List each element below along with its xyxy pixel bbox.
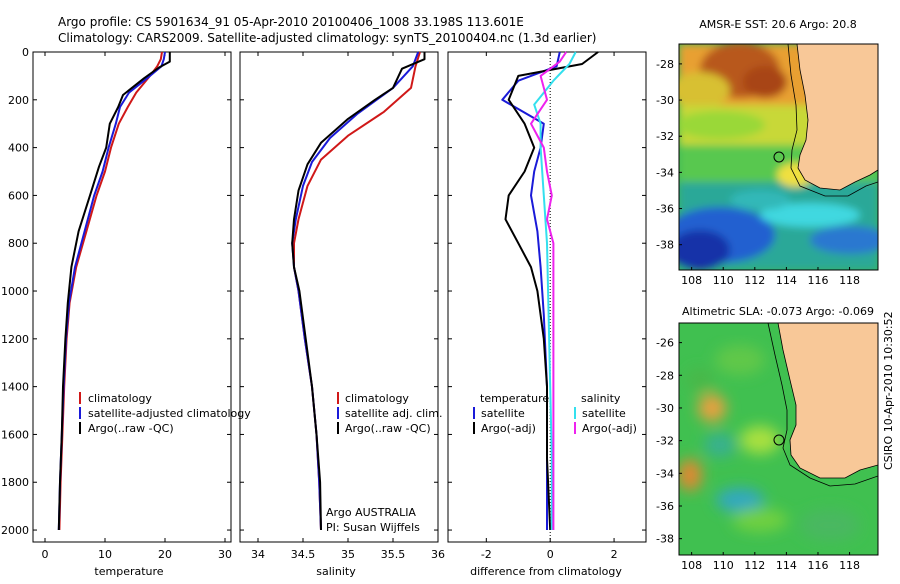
- temperature-xtick-label: 10: [98, 548, 112, 561]
- difference-xtick-label: -2: [481, 548, 492, 561]
- sla-map-latitude-label: -36: [656, 500, 674, 513]
- legend-label-climatology: climatology: [88, 392, 152, 405]
- sst-map-latitude-label: -38: [656, 239, 674, 252]
- salinity-series-argo-raw-qc: [291, 52, 426, 531]
- salinity-xlabel: salinity: [316, 565, 356, 578]
- temperature-legend: climatology satellite-adjusted climatolo…: [79, 392, 251, 435]
- sst-map-title: AMSR-E SST: 20.6 Argo: 20.8: [699, 18, 857, 31]
- depth-tick-label: 400: [8, 142, 29, 155]
- depth-tick-label: 1400: [1, 381, 29, 394]
- figure-title-line1: Argo profile: CS 5901634_91 05-Apr-2010 …: [58, 15, 524, 29]
- annotation-argo-australia: Argo AUSTRALIA: [326, 506, 416, 519]
- sst-map-longitude-label: 114: [776, 274, 797, 287]
- legend-label-temp-satellite: satellite: [481, 407, 525, 420]
- sst-map-latitude-label: -28: [656, 58, 674, 71]
- sla-map-longitude-label: 112: [744, 559, 765, 572]
- depth-tick-label: 800: [8, 237, 29, 250]
- legend-heading-temperature: temperature: [480, 392, 549, 405]
- depth-tick-label: 1000: [1, 285, 29, 298]
- sla-argo-marker: [773, 434, 785, 446]
- sst-map-longitude-label: 118: [839, 274, 860, 287]
- sst-map-longitude-label: 110: [713, 274, 734, 287]
- salinity-xtick-label: 35: [341, 548, 355, 561]
- sst-map-longitude-label: 112: [744, 274, 765, 287]
- sst-map-image: [679, 44, 878, 270]
- sla-map-latitude-label: -26: [656, 337, 674, 350]
- sla-map-longitude-label: 114: [776, 559, 797, 572]
- sst-argo-marker: [773, 151, 785, 163]
- sst-map-latitude-label: -32: [656, 130, 674, 143]
- sst-map-latitude-label: -30: [656, 94, 674, 107]
- temperature-series-argo-raw-qc: [57, 52, 171, 531]
- legend-label-climatology: climatology: [345, 392, 409, 405]
- sla-map-longitude-label: 116: [807, 559, 828, 572]
- figure-title-line2: Climatology: CARS2009. Satellite-adjuste…: [58, 31, 596, 45]
- sst-map-latitude-label: -36: [656, 203, 674, 216]
- legend-label-temp-argo: Argo(-adj): [481, 422, 536, 435]
- depth-tick-label: 600: [8, 189, 29, 202]
- depth-tick-label: 1600: [1, 428, 29, 441]
- sla-map-frame: [678, 322, 879, 556]
- legend-label-salt-argo: Argo(-adj): [582, 422, 637, 435]
- sla-map-title: Altimetric SLA: -0.073 Argo: -0.069: [682, 305, 874, 318]
- sla-map-longitude-label: 108: [681, 559, 702, 572]
- sla-map-latitude-label: -32: [656, 435, 674, 448]
- difference-legend: temperature satellite Argo(-adj) salinit…: [473, 392, 637, 435]
- temperature-xtick-label: 20: [158, 548, 172, 561]
- depth-tick-label: 1200: [1, 333, 29, 346]
- difference-series-temperature-argo-adj: [504, 51, 599, 531]
- difference-xlabel: difference from climatology: [470, 565, 622, 578]
- depth-tick-label: 2000: [1, 524, 29, 537]
- legend-label-argo: Argo(..raw -QC): [345, 422, 431, 435]
- sla-map-latitude-label: -34: [656, 467, 674, 480]
- salinity-panel-frame: [239, 51, 439, 543]
- depth-tick-label: 200: [8, 94, 29, 107]
- sla-map-longitude-label: 110: [713, 559, 734, 572]
- difference-series-salinity-argo-adj: [530, 51, 568, 530]
- annotation-pi-name: PI: Susan Wijffels: [326, 521, 420, 534]
- salinity-legend: climatology satellite adj. clim. Argo(..…: [326, 392, 442, 534]
- side-credit-label: CSIRO 10-Apr-2010 10:30:52: [882, 311, 895, 470]
- profile-lines-layer: [57, 51, 599, 531]
- salinity-xtick-label: 35.5: [381, 548, 406, 561]
- legend-heading-salinity: salinity: [581, 392, 621, 405]
- sla-map-longitude-label: 118: [839, 559, 860, 572]
- sst-map-longitude-label: 108: [681, 274, 702, 287]
- sst-map-longitude-label: 116: [807, 274, 828, 287]
- salinity-xtick-label: 34.5: [291, 548, 316, 561]
- map-ticks-layer: 108 110 112 114 116 118 -28 -30 -32 -34 -36 -38 108 1…: [656, 58, 860, 572]
- legend-label-satellite: satellite-adjusted climatology: [88, 407, 251, 420]
- temperature-panel-frame: [32, 51, 232, 543]
- sla-map-latitude-label: -38: [656, 533, 674, 546]
- depth-tick-label: 0: [22, 46, 29, 59]
- sst-map-latitude-label: -34: [656, 166, 674, 179]
- temperature-xtick-label: 0: [42, 548, 49, 561]
- difference-xtick-label: 0: [547, 548, 554, 561]
- legend-label-salt-satellite: satellite: [582, 407, 626, 420]
- legend-label-satellite: satellite adj. clim.: [345, 407, 442, 420]
- difference-series-salinity-satellite: [533, 51, 577, 530]
- temperature-xlabel: temperature: [94, 565, 163, 578]
- sst-map-frame: [678, 43, 879, 271]
- difference-xtick-label: 2: [611, 548, 618, 561]
- legend-label-argo: Argo(..raw -QC): [88, 422, 174, 435]
- sla-map-latitude-label: -30: [656, 402, 674, 415]
- sla-map-latitude-label: -28: [656, 369, 674, 382]
- depth-tick-label: 1800: [1, 476, 29, 489]
- salinity-xtick-label: 34: [251, 548, 265, 561]
- salinity-xtick-label: 36: [431, 548, 445, 561]
- sla-map-image: [679, 323, 878, 555]
- temperature-xtick-label: 30: [218, 548, 232, 561]
